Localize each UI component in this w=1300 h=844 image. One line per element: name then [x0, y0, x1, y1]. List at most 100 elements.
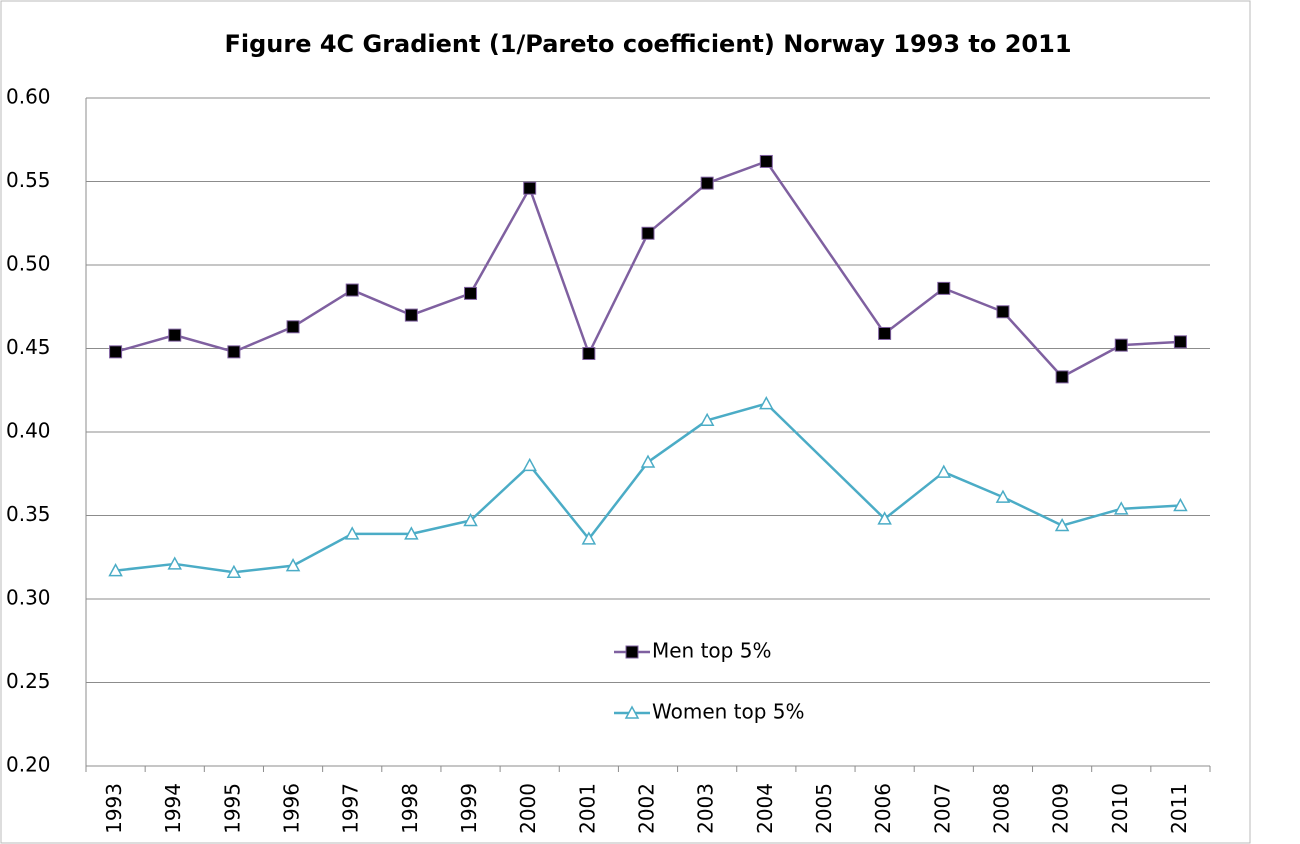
legend-label: Women top 5%	[652, 700, 805, 724]
x-tick-label: 2010	[1108, 783, 1132, 834]
series-line-segment	[528, 464, 590, 540]
series-line-segment	[528, 187, 591, 354]
x-tick-label: 1999	[457, 783, 481, 834]
data-point	[936, 464, 952, 478]
data-point	[1113, 501, 1129, 515]
series-line-segment	[883, 287, 945, 335]
y-tick-label: 0.35	[6, 502, 51, 526]
data-point	[700, 176, 714, 190]
x-tick-label: 2009	[1049, 783, 1073, 834]
series-line-segment	[233, 325, 294, 353]
x-tick-label: 2006	[871, 783, 895, 834]
x-tick-label: 1996	[280, 783, 304, 834]
x-tick-label: 1994	[161, 783, 185, 834]
x-tick-label: 1998	[398, 783, 422, 834]
series-line-segment	[233, 564, 294, 574]
y-tick-label: 0.40	[6, 419, 51, 443]
series-line-segment	[706, 402, 767, 422]
x-tick-label: 2005	[812, 783, 836, 834]
series-line-segment	[292, 532, 353, 567]
chart-title: Figure 4C Gradient (1/Pareto coefficient…	[224, 30, 1071, 58]
series-line-segment	[469, 187, 531, 295]
data-point	[1173, 497, 1188, 512]
data-point	[227, 345, 241, 359]
series-line-segment	[587, 461, 649, 540]
series-line-segment	[647, 419, 708, 464]
data-point	[464, 286, 478, 300]
x-tick-label: 2011	[1167, 783, 1191, 834]
series-line-segment	[943, 287, 1004, 313]
x-tick-label: 2003	[694, 783, 718, 834]
series-line-segment	[174, 333, 235, 354]
data-point	[699, 412, 715, 427]
chart-frame	[0, 0, 1251, 844]
series-line-segment	[647, 182, 708, 235]
series-line-segment	[292, 288, 353, 328]
series-line-segment	[411, 519, 471, 536]
series-line-segment	[765, 402, 886, 520]
y-tick-label: 0.50	[6, 252, 51, 276]
series-line-segment	[587, 232, 650, 355]
x-tick-label: 2000	[516, 783, 540, 834]
x-tick-label: 2004	[753, 783, 777, 834]
series-line-segment	[1002, 310, 1064, 378]
data-point	[878, 326, 892, 340]
data-point	[759, 154, 773, 168]
series-line-segment	[706, 160, 767, 185]
series-line-segment	[1061, 344, 1122, 378]
series-line-segment	[765, 160, 886, 335]
data-point	[937, 281, 951, 295]
series-line-segment	[351, 288, 412, 317]
series-line-segment	[1061, 507, 1122, 527]
series-line-segment	[174, 562, 235, 574]
legend-marker	[624, 705, 640, 719]
data-point	[404, 308, 418, 322]
series-line-segment	[115, 562, 175, 572]
data-point	[641, 226, 655, 240]
data-point	[1055, 370, 1069, 384]
x-tick-label: 2008	[989, 783, 1013, 834]
data-point	[109, 345, 123, 359]
y-tick-label: 0.20	[6, 753, 51, 777]
legend-marker	[625, 645, 639, 659]
data-point	[463, 512, 478, 527]
y-tick-label: 0.55	[6, 168, 51, 192]
x-tick-label: 2001	[575, 783, 599, 834]
data-point	[1114, 338, 1128, 352]
data-point	[167, 556, 183, 570]
data-point	[1054, 517, 1070, 532]
series-line-segment	[469, 464, 531, 522]
data-point	[996, 305, 1010, 319]
x-tick-label: 1993	[102, 783, 126, 834]
data-point	[345, 283, 359, 297]
x-tick-label: 1997	[339, 783, 363, 834]
x-tick-label: 2007	[930, 783, 954, 834]
series-line-segment	[115, 333, 176, 354]
data-point	[1173, 335, 1187, 349]
data-point	[995, 489, 1011, 503]
series-line-segment	[1121, 340, 1181, 347]
data-point	[582, 347, 596, 361]
data-point	[523, 181, 537, 195]
data-point	[285, 558, 301, 572]
data-point	[404, 526, 419, 540]
y-tick-label: 0.60	[6, 85, 51, 109]
series-line-segment	[883, 471, 945, 520]
series-line-segment	[1121, 504, 1181, 511]
data-point	[108, 563, 123, 577]
data-point	[877, 511, 892, 525]
y-tick-label: 0.25	[6, 669, 51, 693]
data-point	[344, 526, 360, 540]
series-line-segment	[1002, 496, 1063, 527]
data-point	[286, 320, 300, 334]
data-point	[168, 328, 182, 342]
data-point	[522, 457, 537, 472]
x-tick-label: 1995	[220, 783, 244, 834]
y-tick-label: 0.30	[6, 586, 51, 610]
y-tick-label: 0.45	[6, 335, 51, 359]
series-line-segment	[943, 470, 1004, 499]
legend-label: Men top 5%	[652, 639, 771, 663]
series-line-segment	[410, 292, 471, 317]
x-tick-label: 2002	[635, 783, 659, 834]
